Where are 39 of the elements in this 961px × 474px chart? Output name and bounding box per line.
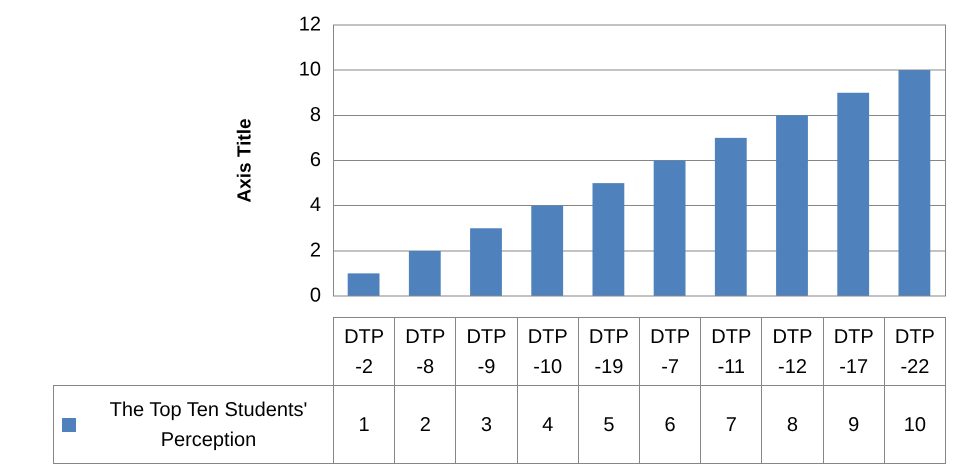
bar	[776, 115, 808, 296]
bar	[470, 228, 502, 296]
x-tick-label: DTP -10	[516, 317, 579, 386]
data-label: 3	[455, 385, 518, 464]
y-tick-label: 4	[310, 194, 321, 216]
y-tick-label: 6	[310, 149, 321, 172]
x-tick-label: DTP -12	[761, 317, 824, 386]
data-label: 4	[516, 385, 579, 464]
y-axis-title: Axis Title	[234, 118, 256, 203]
bar	[654, 160, 686, 296]
bar	[531, 206, 564, 296]
x-tick-label: DTP -17	[822, 317, 885, 386]
bar	[837, 92, 870, 296]
data-label: 8	[761, 385, 824, 464]
data-label: 2	[394, 385, 456, 464]
y-tick-label: 10	[298, 58, 321, 81]
legend-label: The Top Ten Students' Perception	[108, 398, 308, 452]
data-label: 1	[333, 385, 396, 464]
bar	[348, 273, 380, 296]
data-label: 6	[639, 385, 702, 464]
y-tick-label: 0	[310, 284, 321, 307]
y-tick-label: 2	[310, 239, 321, 262]
data-label: 5	[578, 385, 640, 464]
data-label: 7	[700, 385, 762, 464]
y-tick-label: 12	[298, 14, 321, 36]
x-tick-label: DTP -7	[639, 317, 702, 386]
x-tick-label: DTP -22	[884, 317, 946, 386]
y-tick-label: 8	[310, 104, 321, 126]
bar	[898, 70, 930, 296]
x-tick-label: DTP -19	[578, 317, 640, 386]
data-label: 10	[884, 385, 946, 464]
data-label: 9	[822, 385, 885, 464]
x-tick-label: DTP -11	[700, 317, 762, 386]
bar	[592, 183, 624, 296]
bar	[714, 138, 747, 296]
x-tick-label: DTP -9	[455, 317, 518, 386]
bar	[408, 250, 441, 296]
x-tick-label: DTP -8	[394, 317, 456, 386]
x-tick-label: DTP -2	[333, 317, 396, 386]
